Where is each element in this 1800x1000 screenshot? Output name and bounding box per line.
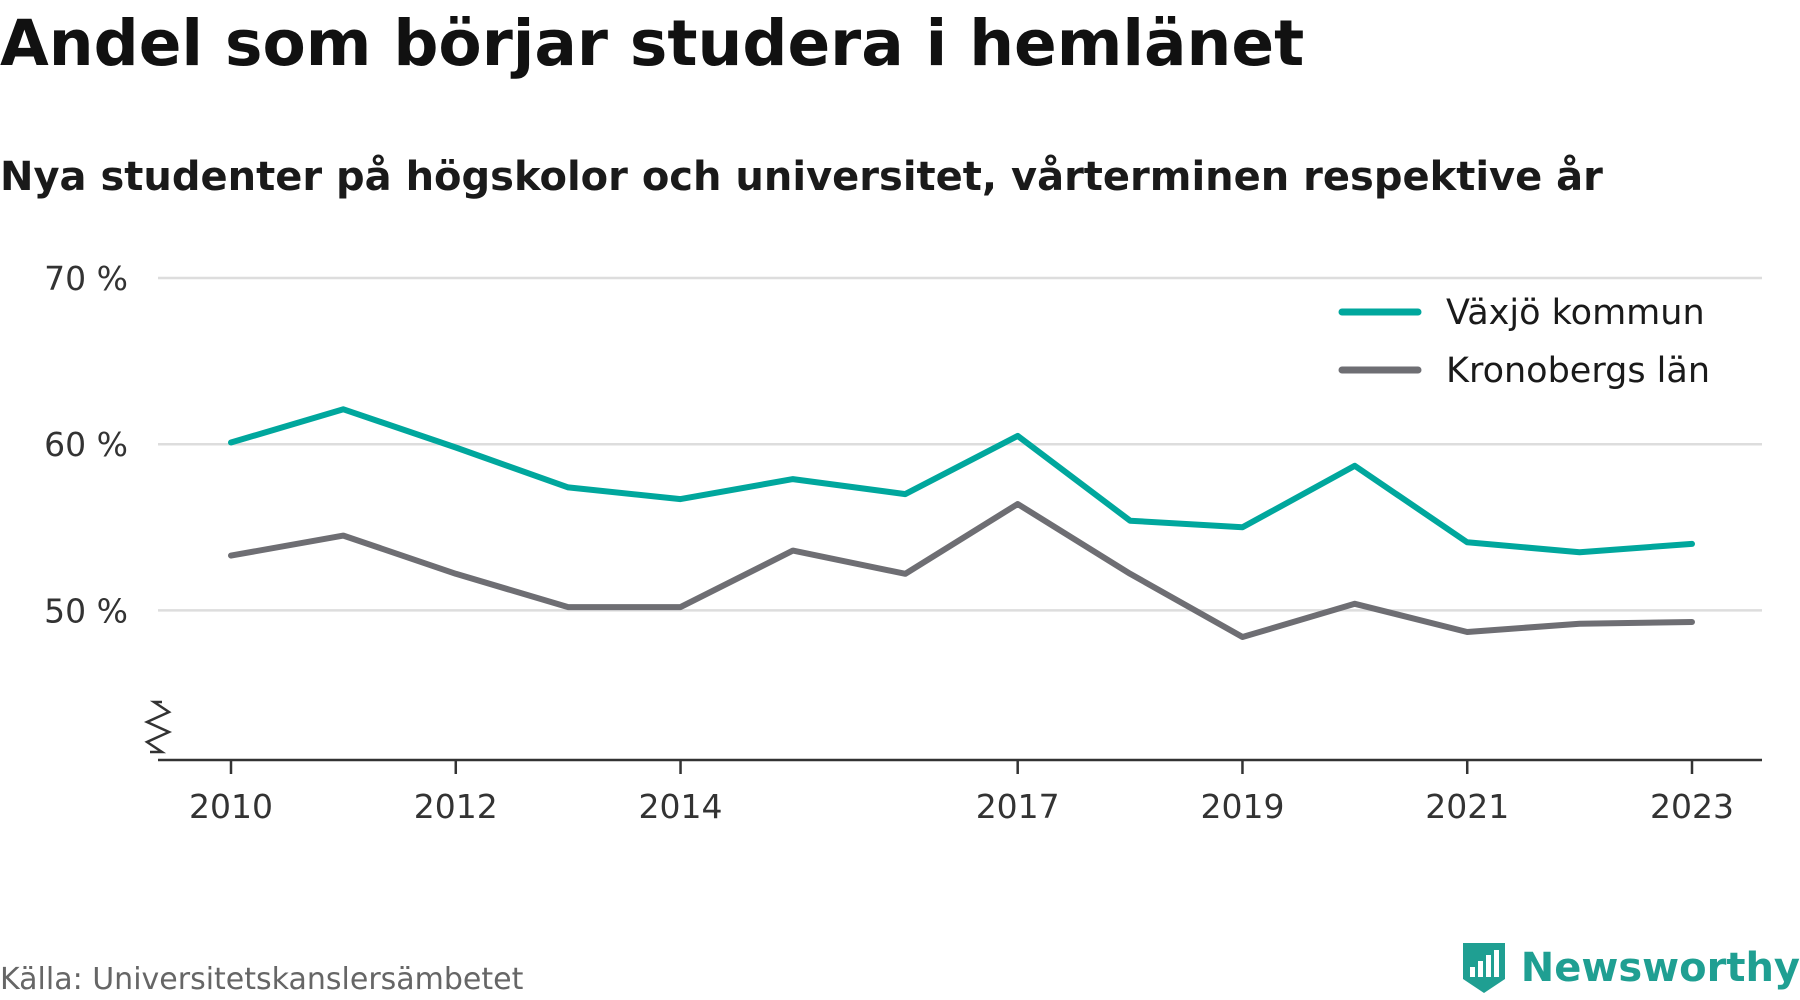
y-tick-label: 50 %: [44, 591, 128, 630]
series-lines: [228, 406, 1695, 640]
line-chart: 2010 2012 2014 2017 2019 2021 2023 50 % 60 % 70 …: [44, 259, 1762, 826]
x-tick-label: 2012: [414, 787, 498, 826]
y-tick-label: 70 %: [44, 259, 128, 298]
brand-name: Newsworthy: [1520, 945, 1800, 991]
y-axis-labels: 50 % 60 % 70 %: [44, 259, 128, 630]
chart-title: Andel som börjar studera i hemlänet: [0, 7, 1305, 80]
grid-lines: [158, 276, 1762, 612]
chart-subtitle: Nya studenter på högskolor och universit…: [0, 154, 1603, 200]
brand: Newsworthy: [1459, 936, 1800, 1000]
x-tick-label: 2014: [639, 787, 723, 826]
axis-break-marker: [143, 700, 173, 754]
newsworthy-logo-icon: [1462, 943, 1505, 993]
series-line-1: [228, 501, 1695, 640]
y-tick-label: 60 %: [44, 425, 128, 464]
series-line-0: [228, 406, 1695, 556]
legend-label: Kronobergs län: [1446, 351, 1710, 391]
x-tick-label: 2010: [189, 787, 273, 826]
x-tick-label: 2023: [1650, 787, 1734, 826]
source-note: Källa: Universitetskanslersämbetet: [0, 962, 524, 997]
x-tick-label: 2021: [1425, 787, 1509, 826]
x-tick-label: 2017: [976, 787, 1060, 826]
x-axis: 2010 2012 2014 2017 2019 2021 2023: [143, 700, 1762, 826]
legend-label: Växjö kommun: [1446, 293, 1705, 333]
x-tick-label: 2019: [1200, 787, 1284, 826]
legend: Växjö kommun Kronobergs län: [1338, 293, 1710, 391]
